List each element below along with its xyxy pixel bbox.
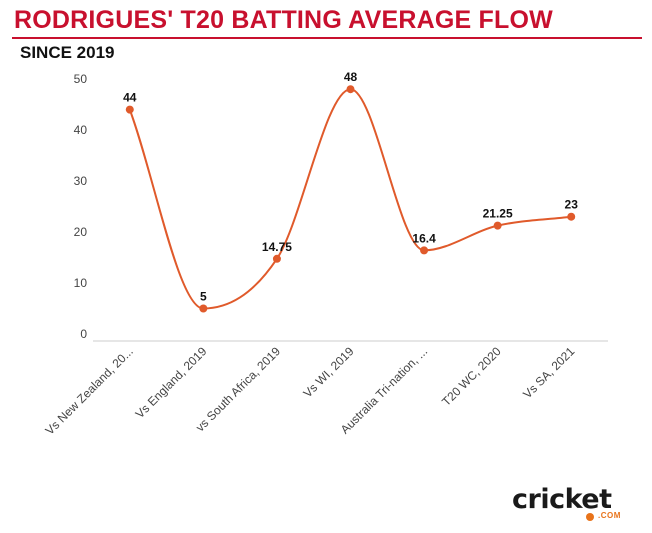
y-tick-label: 50: [74, 72, 88, 86]
x-axis: Vs New Zealand, 20...Vs England, 2019vs …: [43, 344, 578, 438]
data-point: [420, 246, 429, 255]
cricket-com-logo: cricket .COM: [512, 484, 624, 524]
logo-wordmark: cricket: [512, 484, 612, 515]
x-tick-label: Vs England, 2019: [133, 344, 210, 421]
data-point: [199, 304, 208, 313]
ball-icon: [586, 513, 594, 521]
data-point: [567, 212, 576, 221]
data-label: 16.4: [412, 231, 436, 245]
logo-suffix: .COM: [598, 511, 621, 520]
data-label: 5: [200, 290, 207, 304]
data-labels: 44 5 14.75 48 16.4 21.25 23: [123, 70, 578, 303]
data-label: 44: [123, 91, 137, 105]
y-tick-label: 30: [74, 174, 88, 188]
x-tick-label: vs South Africa, 2019: [193, 344, 283, 434]
y-tick-label: 20: [74, 225, 88, 239]
y-tick-label: 40: [74, 123, 88, 137]
y-axis: 0 10 20 30 40 50: [74, 72, 88, 341]
data-label: 48: [344, 70, 358, 84]
x-tick-label: T20 WC, 2020: [439, 344, 504, 409]
data-label: 23: [565, 198, 579, 212]
data-point: [125, 105, 134, 114]
y-tick-label: 0: [80, 327, 87, 341]
data-point: [493, 221, 502, 230]
data-point: [346, 85, 355, 94]
data-label: 21.25: [483, 207, 513, 221]
data-point: [272, 254, 281, 263]
series-line: [128, 88, 572, 310]
x-tick-label: Vs New Zealand, 20...: [43, 344, 136, 437]
data-points: [125, 85, 576, 313]
chart-subtitle: SINCE 2019: [20, 43, 115, 62]
x-tick-label: Vs WI, 2019: [300, 344, 356, 400]
x-tick-label: Vs SA, 2021: [520, 344, 577, 401]
y-tick-label: 10: [74, 276, 88, 290]
chart-title: RODRIGUES' T20 BATTING AVERAGE FLOW: [14, 6, 553, 34]
data-label: 14.75: [262, 240, 292, 254]
title-underline: [12, 37, 642, 39]
